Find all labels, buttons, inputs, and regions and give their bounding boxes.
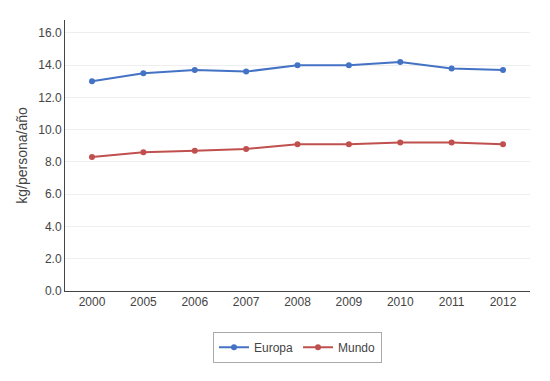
svg-text:2000: 2000	[79, 295, 106, 309]
svg-text:2007: 2007	[233, 295, 260, 309]
svg-text:14.0: 14.0	[38, 58, 62, 72]
svg-text:2006: 2006	[181, 295, 208, 309]
svg-text:0.0: 0.0	[45, 284, 62, 298]
svg-text:6.0: 6.0	[45, 187, 62, 201]
svg-text:16.0: 16.0	[38, 26, 62, 40]
svg-text:kg/persona/año: kg/persona/año	[14, 107, 30, 204]
svg-text:2008: 2008	[284, 295, 311, 309]
svg-text:Mundo: Mundo	[338, 341, 375, 355]
svg-text:2012: 2012	[490, 295, 517, 309]
svg-text:10.0: 10.0	[38, 123, 62, 137]
svg-text:2010: 2010	[387, 295, 414, 309]
svg-text:4.0: 4.0	[45, 220, 62, 234]
svg-text:8.0: 8.0	[45, 155, 62, 169]
svg-text:2011: 2011	[439, 295, 465, 309]
svg-text:2005: 2005	[130, 295, 157, 309]
svg-text:12.0: 12.0	[38, 91, 62, 105]
svg-text:Europa: Europa	[254, 341, 293, 355]
svg-text:2009: 2009	[336, 295, 363, 309]
svg-text:2.0: 2.0	[45, 252, 62, 266]
